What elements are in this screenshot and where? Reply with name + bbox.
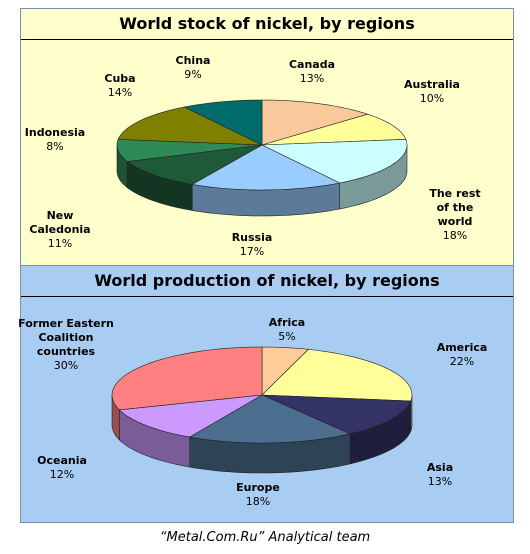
category-label: Europe — [236, 481, 280, 494]
value-label: 8% — [46, 140, 64, 153]
slice-label: New Caledonia 11% — [20, 209, 100, 251]
slice — [261, 349, 413, 402]
slice-label: Asia 13% — [410, 461, 470, 489]
value-label: 13% — [299, 72, 325, 85]
slice — [261, 113, 407, 146]
value-label: 17% — [239, 245, 265, 258]
category-label: Former Eastern Coalition countries — [18, 317, 114, 358]
category-label: Africa — [268, 316, 306, 329]
slice — [261, 346, 310, 396]
chart-title: World production of nickel, by regions — [21, 266, 513, 297]
slice — [111, 346, 263, 411]
slice-label: The rest of the world 18% — [425, 187, 485, 243]
category-label: China — [175, 54, 211, 67]
category-label: Oceania — [37, 454, 87, 467]
slice — [117, 106, 263, 146]
slice-label: Former Eastern Coalition countries 30% — [16, 317, 116, 373]
slice — [126, 144, 263, 185]
slice-label: Europe 18% — [228, 481, 288, 509]
slice-label: Oceania 12% — [27, 454, 97, 482]
value-label: 9% — [184, 68, 202, 81]
slice — [116, 139, 263, 162]
slice-label: Australia 10% — [392, 78, 472, 106]
slice — [191, 144, 341, 191]
slice — [261, 99, 369, 146]
value-label: 14% — [107, 86, 133, 99]
value-label: 18% — [442, 229, 468, 242]
category-label: Indonesia — [24, 126, 86, 139]
category-label: Russia — [231, 231, 273, 244]
category-label: Australia — [404, 78, 460, 91]
slice-label: Russia 17% — [212, 231, 292, 259]
value-label: 11% — [47, 237, 73, 250]
slice-label: China 9% — [163, 54, 223, 82]
slice — [188, 394, 352, 444]
slice-label: America 22% — [422, 341, 502, 369]
slice-label: Cuba 14% — [90, 72, 150, 100]
chart-title: World stock of nickel, by regions — [21, 9, 513, 40]
value-label: 30% — [53, 359, 79, 372]
caption: “Metal.Com.Ru” Analytical team — [159, 530, 371, 545]
slice — [261, 394, 412, 435]
value-label: 12% — [49, 468, 75, 481]
slice — [118, 394, 263, 438]
slice-label: Indonesia 8% — [15, 126, 95, 154]
value-label: 5% — [278, 330, 296, 343]
slice — [261, 139, 408, 184]
value-label: 13% — [427, 475, 453, 488]
panel-stock: World stock of nickel, by regions — [20, 8, 514, 266]
slice-label: Canada 13% — [272, 58, 352, 86]
category-label: Cuba — [104, 72, 136, 85]
category-label: New Caledonia — [29, 209, 91, 236]
category-label: Asia — [426, 461, 454, 474]
category-label: The rest of the world — [429, 187, 481, 228]
panel-production: World production of nickel, by regions — [20, 265, 514, 523]
value-label: 18% — [245, 495, 271, 508]
value-label: 22% — [449, 355, 475, 368]
slice-label: Africa 5% — [257, 316, 317, 344]
category-label: America — [436, 341, 488, 354]
slice — [183, 99, 263, 146]
category-label: Canada — [288, 58, 336, 71]
value-label: 10% — [419, 92, 445, 105]
